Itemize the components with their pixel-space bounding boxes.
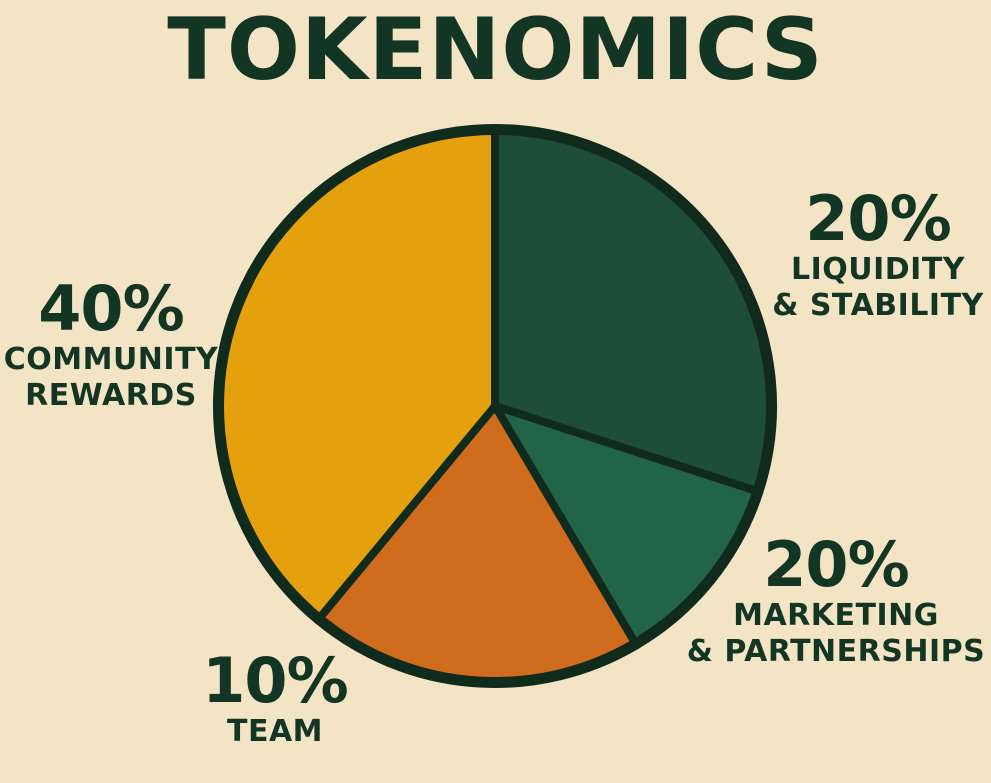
slice-label-team: 10% TEAM xyxy=(190,648,360,750)
slice-name-marketing-line1: MARKETING xyxy=(733,598,939,633)
slice-label-marketing-partnerships: 20% MARKETING & PARTNERSHIPS xyxy=(686,532,986,670)
slice-percent-community-rewards: 40% xyxy=(38,272,184,345)
slice-name-marketing-line2: & PARTNERSHIPS xyxy=(686,634,986,669)
slice-name-community-line1: COMMUNITY xyxy=(3,342,219,377)
slice-name-team: TEAM xyxy=(226,714,324,749)
slice-label-community-rewards: 40% COMMUNITY REWARDS xyxy=(0,276,222,414)
slice-percent-marketing: 20% xyxy=(763,528,909,601)
pie-border xyxy=(214,125,776,687)
slice-name-community-line2: REWARDS xyxy=(25,378,197,413)
chart-title: TOKENOMICS xyxy=(167,0,824,100)
slice-percent-liquidity: 20% xyxy=(805,182,951,255)
slice-name-liquidity-line2: & STABILITY xyxy=(772,288,984,323)
slice-label-liquidity-stability: 20% LIQUIDITY & STABILITY xyxy=(760,186,991,324)
slice-name-liquidity-line1: LIQUIDITY xyxy=(790,252,966,287)
slice-percent-team: 10% xyxy=(202,644,348,717)
